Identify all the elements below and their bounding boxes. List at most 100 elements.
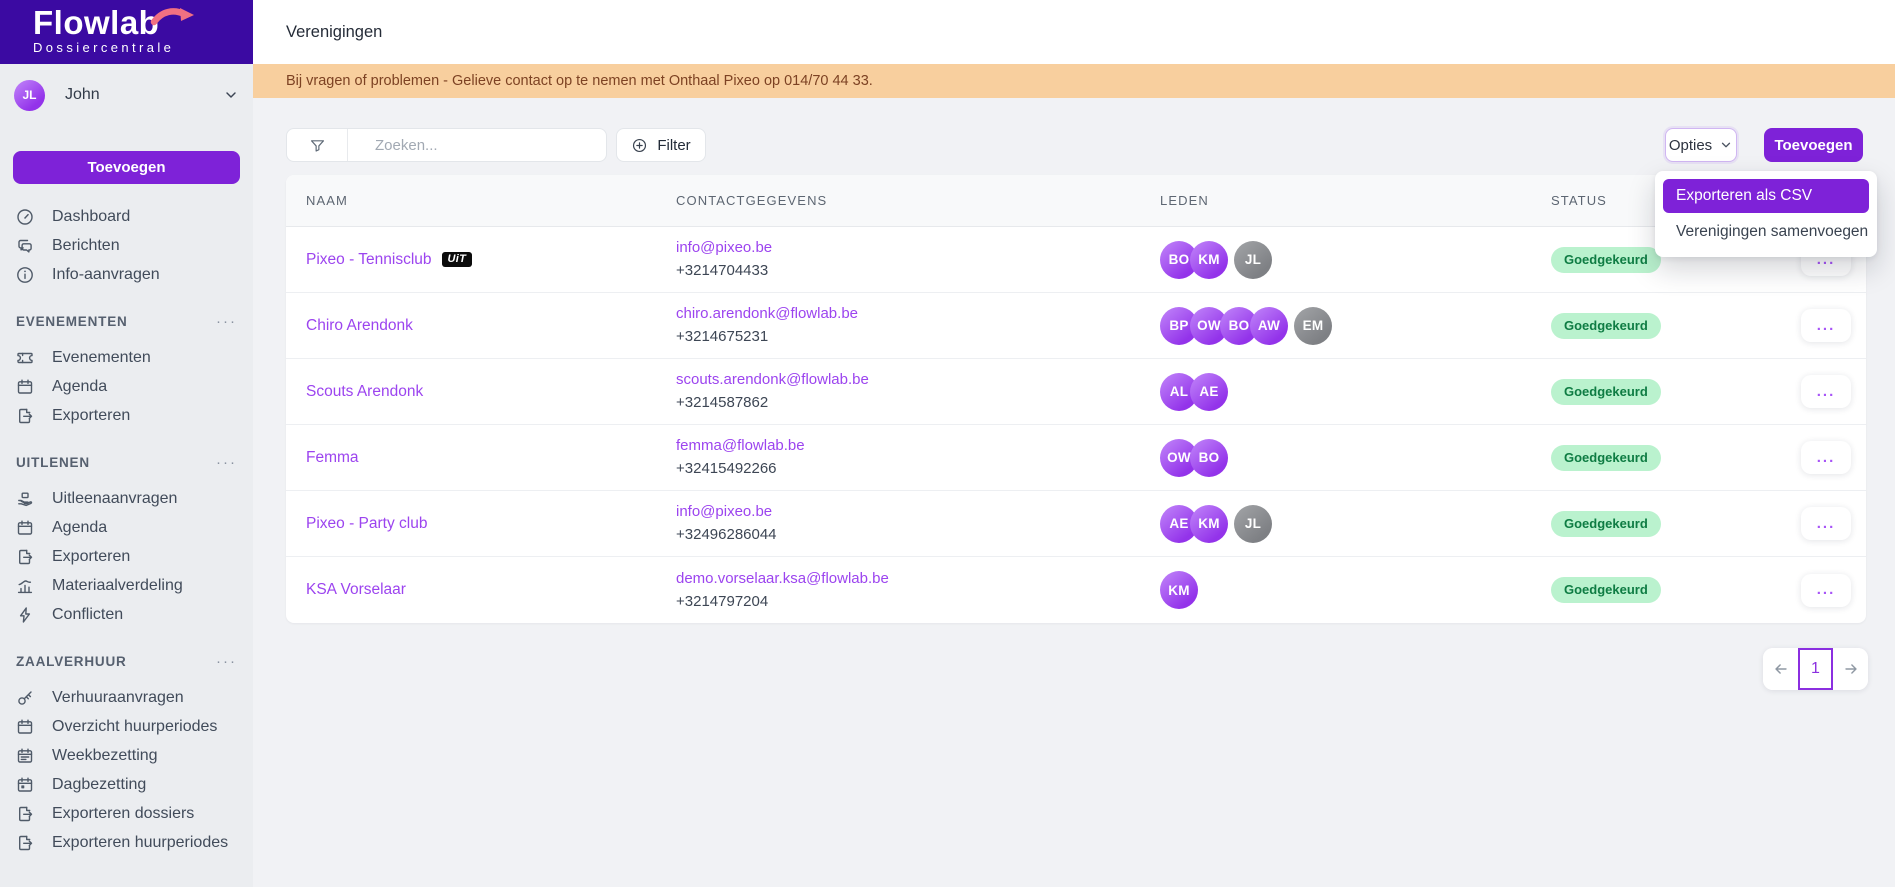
sidebar-item-exporteren[interactable]: Exporteren [0, 401, 253, 430]
sidebar-nav: Dashboard Berichten Info-aanvragen EVENEMEN… [0, 202, 253, 857]
table-body: Pixeo - Tennisclub UiT info@pixeo.be +32147… [286, 227, 1866, 623]
logo-swoosh-icon [150, 5, 198, 29]
email-link[interactable]: info@pixeo.be [676, 503, 773, 520]
user-menu[interactable]: JL John [14, 79, 239, 111]
member-avatars: BP OW BO AW EM [1160, 306, 1551, 345]
funnel-icon[interactable] [287, 129, 348, 161]
notice-banner: Bij vragen of problemen - Gelieve contac… [253, 64, 1895, 98]
sidebar-item-agenda[interactable]: Agenda [0, 372, 253, 401]
ticket-icon [15, 348, 35, 368]
sidebar-section-zaalverhuur: ZAALVERHUUR ··· [0, 647, 253, 676]
sidebar-item-label: Conflicten [52, 605, 124, 623]
row-actions-button[interactable]: ... [1801, 441, 1851, 474]
sidebar-item-uitleenaanvragen[interactable]: Uitleenaanvragen [0, 484, 253, 513]
menu-item-exporteren-als-csv[interactable]: Exporteren als CSV [1663, 179, 1869, 213]
vereniging-name-link[interactable]: Femma [306, 448, 359, 466]
table-row: Pixeo - Party club info@pixeo.be +32496286… [286, 491, 1866, 557]
sidebar-item-label: Uitleenaanvragen [52, 489, 178, 507]
menu-item-verenigingen-samenvoegen[interactable]: Verenigingen samenvoegen [1676, 223, 1869, 240]
sidebar-item-label: Berichten [52, 236, 120, 254]
vereniging-name-link[interactable]: Pixeo - Tennisclub [306, 250, 432, 268]
opties-button-label: Opties [1668, 136, 1713, 154]
filter-button[interactable]: Filter [616, 128, 706, 162]
avatar: AW [1250, 306, 1288, 345]
section-options-icon[interactable]: ··· [216, 652, 237, 670]
sidebar-section-title: UITLENEN [16, 455, 90, 470]
status-badge: Goedgekeurd [1551, 444, 1661, 471]
email-link[interactable]: scouts.arendonk@flowlab.be [676, 371, 869, 388]
pagination: 1 [1763, 648, 1868, 690]
avatar: JL [1234, 240, 1272, 279]
email-link[interactable]: demo.vorselaar.ksa@flowlab.be [676, 569, 889, 587]
page-title: Verenigingen [286, 22, 383, 41]
sidebar-section-title: EVENEMENTEN [16, 314, 128, 329]
opties-button[interactable]: Opties [1665, 128, 1737, 162]
column-header-contactgegevens: CONTACTGEGEVENS [676, 193, 828, 208]
vereniging-name-link[interactable]: KSA Vorselaar [306, 581, 406, 598]
next-page-button[interactable] [1833, 648, 1868, 690]
table-row: Femma femma@flowlab.be +32415492266 OW BO Goe… [286, 425, 1866, 491]
sidebar-item-label: Exporteren [52, 406, 131, 424]
vereniging-name-link[interactable]: Chiro Arendonk [306, 316, 413, 334]
row-actions-button[interactable]: ... [1801, 309, 1851, 342]
section-options-icon[interactable]: ··· [216, 312, 237, 330]
sidebar-item-verhuuraanvragen[interactable]: Verhuuraanvragen [0, 683, 253, 712]
email-link[interactable]: chiro.arendonk@flowlab.be [676, 305, 858, 322]
prev-page-button[interactable] [1763, 648, 1798, 690]
phone-number: +3214587862 [676, 394, 769, 411]
sidebar-item-weekbezetting[interactable]: Weekbezetting [0, 741, 253, 770]
sidebar-item-materiaalverdeling[interactable]: Materiaalverdeling [0, 571, 253, 600]
sidebar-item-exporteren[interactable]: Exporteren [0, 542, 253, 571]
sidebar-item-label: Agenda [52, 518, 108, 536]
chart-icon [15, 576, 35, 596]
sidebar-item-label: Dashboard [52, 207, 131, 225]
table-row: KSA Vorselaar demo.vorselaar.ksa@flowlab.… [286, 557, 1866, 623]
topbar: Verenigingen [253, 0, 1895, 64]
chevron-down-icon [223, 87, 239, 103]
avatar: KM [1190, 504, 1228, 543]
sidebar: Flowlab Dossiercentrale JL John Toevoege… [0, 0, 253, 887]
status-badge: Goedgekeurd [1551, 312, 1661, 339]
sidebar-item-label: Dagbezetting [52, 775, 147, 793]
sidebar-item-agenda[interactable]: Agenda [0, 513, 253, 542]
sidebar-item-berichten[interactable]: Berichten [0, 231, 253, 260]
vereniging-name-link[interactable]: Pixeo - Party club [306, 514, 428, 532]
main-content: Filter Opties Toevoegen NAAM CONTACTGEGE… [253, 98, 1895, 887]
sidebar-item-info-aanvragen[interactable]: Info-aanvragen [0, 260, 253, 289]
avatar: AL [1160, 372, 1198, 411]
add-button[interactable]: Toevoegen [1764, 128, 1863, 162]
status-badge: Goedgekeurd [1551, 378, 1661, 405]
search-input[interactable] [348, 129, 606, 161]
table-row: Chiro Arendonk chiro.arendonk@flowlab.be +… [286, 293, 1866, 359]
sidebar-item-conflicten[interactable]: Conflicten [0, 600, 253, 629]
email-link[interactable]: info@pixeo.be [676, 239, 773, 256]
member-avatars: KM [1160, 571, 1551, 609]
sidebar-item-evenementen[interactable]: Evenementen [0, 343, 253, 372]
avatar: EM [1294, 306, 1332, 345]
member-avatars: BO KM JL [1160, 240, 1551, 279]
sidebar-item-label: Overzicht huurperiodes [52, 717, 218, 735]
row-actions-button[interactable]: ... [1801, 375, 1851, 408]
sidebar-item-exporteren-dossiers[interactable]: Exporteren dossiers [0, 799, 253, 828]
user-name: John [65, 86, 100, 103]
sidebar-item-overzicht-huurperiodes[interactable]: Overzicht huurperiodes [0, 712, 253, 741]
row-actions-button[interactable]: ... [1801, 573, 1851, 607]
info-icon [15, 265, 35, 285]
calendar-day-icon [15, 775, 35, 795]
sidebar-item-dagbezetting[interactable]: Dagbezetting [0, 770, 253, 799]
calendar-icon [15, 377, 35, 397]
sidebar-item-dashboard[interactable]: Dashboard [0, 202, 253, 231]
vereniging-name-link[interactable]: Scouts Arendonk [306, 382, 424, 400]
section-options-icon[interactable]: ··· [216, 453, 237, 471]
row-actions-button[interactable]: ... [1801, 507, 1851, 540]
sidebar-item-label: Weekbezetting [52, 746, 158, 764]
sidebar-item-exporteren-huurperiodes[interactable]: Exporteren huurperiodes [0, 828, 253, 857]
sidebar-add-button[interactable]: Toevoegen [13, 151, 240, 184]
current-page-button[interactable]: 1 [1798, 648, 1833, 690]
arrow-right-icon [1842, 660, 1860, 678]
avatar: AE [1190, 372, 1228, 411]
phone-number: +3214797204 [676, 592, 769, 610]
email-link[interactable]: femma@flowlab.be [676, 437, 805, 454]
notice-banner-text: Bij vragen of problemen - Gelieve contac… [286, 73, 873, 89]
export-icon [15, 804, 35, 824]
